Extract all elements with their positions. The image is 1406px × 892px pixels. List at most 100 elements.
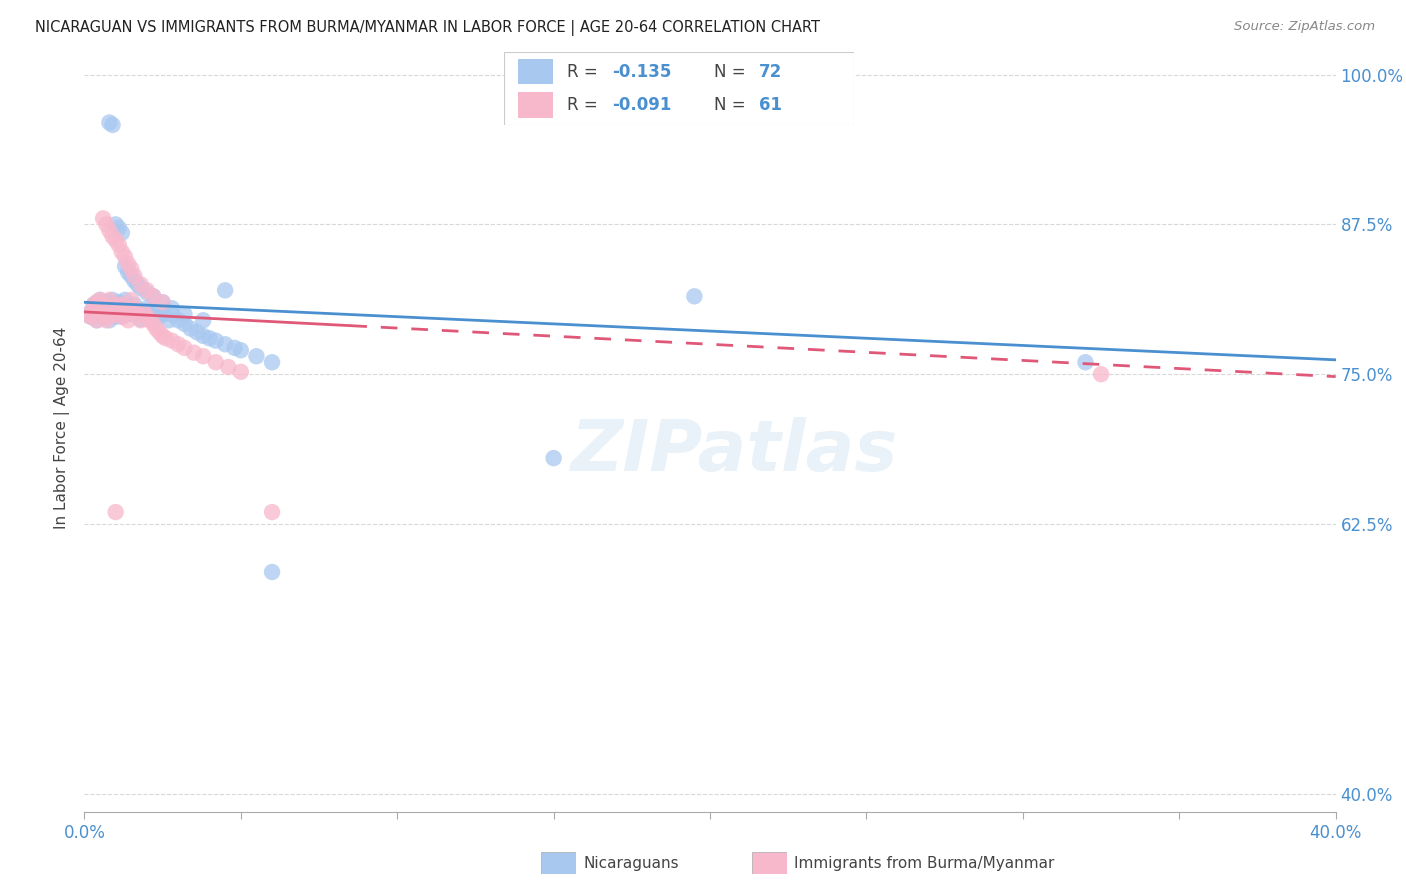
Point	[114, 307, 136, 321]
Point	[214, 337, 236, 351]
Point	[152, 329, 174, 343]
Point	[127, 307, 149, 321]
Point	[124, 268, 146, 283]
Point	[86, 313, 108, 327]
Point	[89, 303, 111, 318]
Point	[120, 307, 142, 321]
Point	[204, 355, 226, 369]
Point	[224, 341, 246, 355]
Point	[83, 305, 105, 319]
Point	[167, 313, 190, 327]
Point	[1074, 355, 1097, 369]
Point	[262, 505, 284, 519]
Point	[79, 310, 101, 324]
Text: Nicaraguans: Nicaraguans	[583, 855, 679, 871]
Point	[91, 298, 114, 312]
Point	[104, 218, 127, 232]
Point	[91, 211, 114, 226]
Point	[142, 289, 165, 303]
Point	[120, 268, 142, 283]
Point	[180, 321, 202, 335]
Point	[83, 298, 105, 312]
Point	[98, 223, 121, 237]
Point	[96, 313, 118, 327]
Point	[152, 295, 174, 310]
Point	[136, 301, 159, 316]
Point	[193, 349, 215, 363]
Point	[262, 565, 284, 579]
Point	[101, 307, 124, 321]
Text: Immigrants from Burma/Myanmar: Immigrants from Burma/Myanmar	[794, 855, 1054, 871]
Point	[111, 226, 134, 240]
Point	[145, 321, 167, 335]
Point	[104, 310, 127, 324]
Point	[245, 349, 267, 363]
Point	[136, 310, 159, 324]
Point	[89, 303, 111, 318]
Point	[104, 298, 127, 312]
Point	[101, 293, 124, 307]
Point	[173, 307, 195, 321]
Point	[129, 281, 152, 295]
Point	[124, 274, 146, 288]
Point	[101, 229, 124, 244]
Point	[117, 257, 139, 271]
Point	[148, 310, 170, 324]
Point	[139, 313, 162, 327]
Point	[96, 301, 118, 316]
Point	[98, 310, 121, 324]
Point	[86, 295, 108, 310]
Point	[124, 301, 146, 316]
Point	[96, 307, 118, 321]
Point	[117, 313, 139, 327]
Point	[120, 305, 142, 319]
Text: NICARAGUAN VS IMMIGRANTS FROM BURMA/MYANMAR IN LABOR FORCE | AGE 20-64 CORRELATI: NICARAGUAN VS IMMIGRANTS FROM BURMA/MYAN…	[35, 20, 820, 36]
Point	[132, 307, 155, 321]
Point	[104, 300, 127, 314]
Point	[111, 244, 134, 259]
Point	[193, 329, 215, 343]
Point	[89, 293, 111, 307]
Y-axis label: In Labor Force | Age 20-64: In Labor Force | Age 20-64	[55, 327, 70, 529]
Point	[83, 305, 105, 319]
Point	[79, 310, 101, 324]
Point	[214, 283, 236, 297]
Point	[132, 305, 155, 319]
Point	[96, 295, 118, 310]
Point	[114, 260, 136, 274]
Point	[683, 289, 706, 303]
Point	[136, 283, 159, 297]
Point	[104, 307, 127, 321]
Point	[104, 233, 127, 247]
Text: ZIPatlas: ZIPatlas	[571, 417, 898, 485]
Point	[229, 365, 252, 379]
Point	[111, 310, 134, 324]
Point	[117, 265, 139, 279]
Point	[145, 305, 167, 319]
Point	[107, 237, 129, 252]
Point	[91, 307, 114, 321]
Point	[139, 307, 162, 321]
Text: Source: ZipAtlas.com: Source: ZipAtlas.com	[1234, 20, 1375, 33]
Point	[183, 345, 205, 359]
Point	[136, 285, 159, 300]
Point	[96, 218, 118, 232]
Point	[107, 295, 129, 310]
Point	[148, 325, 170, 339]
Point	[111, 310, 134, 324]
Point	[83, 298, 105, 312]
Point	[229, 343, 252, 358]
Point	[114, 250, 136, 264]
Point	[101, 301, 124, 316]
Point	[98, 298, 121, 312]
Point	[114, 293, 136, 307]
Point	[86, 295, 108, 310]
Point	[120, 261, 142, 276]
Point	[129, 312, 152, 326]
Point	[173, 317, 195, 331]
Point	[127, 277, 149, 292]
Point	[117, 301, 139, 316]
Point	[1090, 368, 1112, 382]
Point	[91, 301, 114, 316]
Point	[160, 334, 183, 348]
